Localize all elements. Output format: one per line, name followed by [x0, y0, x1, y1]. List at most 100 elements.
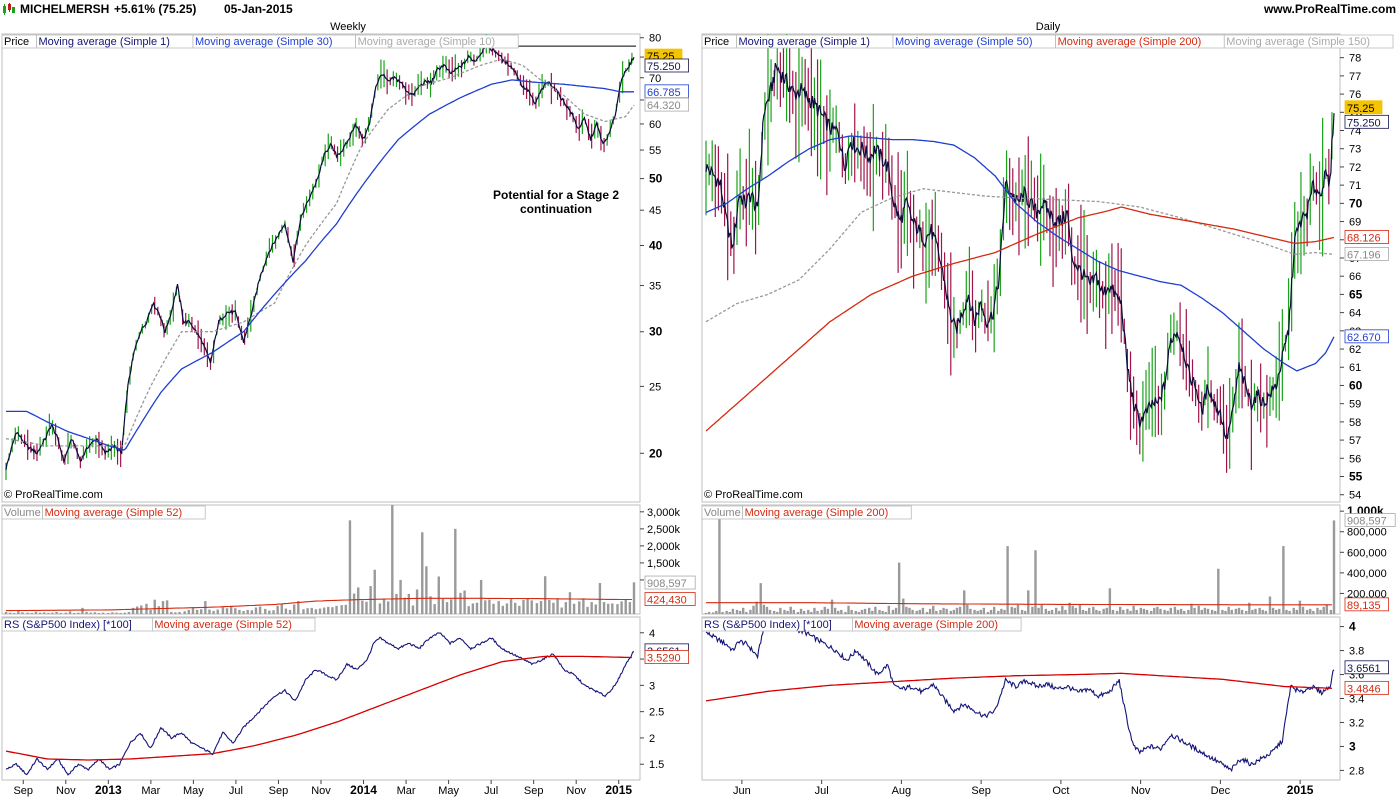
weekly-volume-bar: [212, 610, 215, 614]
weekly-title: Weekly: [330, 21, 366, 33]
weekly-volume-bar: [505, 603, 509, 614]
weekly-volume-bar: [161, 601, 165, 614]
weekly-price-tick-label: 25: [649, 381, 661, 393]
daily-volume-bar: [1000, 608, 1003, 614]
weekly-volume-bar: [200, 609, 203, 614]
weekly-volume-bar: [140, 605, 143, 614]
daily-volume-bar: [1132, 605, 1135, 614]
daily-volume-bar: [1214, 610, 1217, 614]
daily-volume-bar: [833, 607, 837, 614]
daily-volume-bar: [897, 562, 901, 614]
daily-volume-bar: [1088, 607, 1091, 614]
daily-volume-bar: [935, 610, 938, 614]
daily-price-tick-label: 73: [1349, 144, 1361, 156]
weekly-volume-bar: [30, 612, 34, 614]
daily-price-line: [705, 62, 1335, 440]
weekly-volume-bar: [437, 576, 440, 614]
weekly-volume-bar: [55, 611, 58, 614]
weekly-volume-bar: [153, 599, 156, 614]
daily-volume-bar: [1169, 607, 1173, 614]
weekly-rs-line: [5, 632, 635, 776]
daily-volume-bar: [1061, 605, 1064, 614]
daily-volume-bar: [1203, 607, 1207, 614]
daily-price-legend-item: Moving average (Simple 150): [1226, 36, 1370, 48]
weekly-volume-bar: [43, 612, 46, 614]
daily-volume-bar: [1071, 605, 1074, 614]
daily-volume-bar: [792, 609, 795, 614]
daily-volume-bar: [1234, 608, 1238, 614]
daily-volume-bar: [1190, 603, 1193, 614]
daily-rs-last-value: 3.4846: [1347, 683, 1381, 695]
weekly-volume-last-value-box: [644, 575, 696, 590]
weekly-x-tick-label: 2014: [350, 783, 377, 797]
weekly-rs-legend-box: [151, 617, 316, 632]
daily-volume-bar: [749, 609, 752, 614]
weekly-volume-bar: [357, 587, 360, 614]
daily-price-tick-label: 66: [1349, 271, 1361, 283]
daily-volume-bar: [707, 611, 711, 614]
weekly-volume-bar: [101, 612, 105, 614]
daily-volume-bar: [1050, 609, 1054, 614]
weekly-volume-bar: [467, 606, 470, 614]
daily-price-tick-label: 77: [1349, 71, 1361, 83]
daily-volume-bar: [752, 605, 755, 614]
daily-volume-bar: [1031, 606, 1034, 614]
weekly-volume-bar: [47, 612, 50, 614]
weekly-volume-bar: [4, 611, 8, 614]
weekly-x-tick-label: Sep: [269, 785, 289, 797]
weekly-volume-bar: [514, 602, 517, 614]
weekly-x-tick-label: Nov: [56, 785, 76, 797]
weekly-volume-bar: [361, 600, 364, 614]
weekly-volume-bar: [522, 600, 525, 614]
weekly-x-tick-label: Nov: [311, 785, 331, 797]
weekly-price-legend-item: Moving average (Simple 10): [358, 36, 496, 48]
daily-rs-ma-line: [705, 672, 1332, 702]
weekly-volume-bar: [13, 612, 16, 614]
weekly-chart: Weekly80757065605550454035302520Potentia…: [1, 21, 696, 797]
weekly-x-tick-label: Mar: [141, 785, 160, 797]
daily-volume-bar: [1095, 609, 1098, 614]
daily-volume-bar: [1305, 609, 1309, 614]
daily-volume-bar: [992, 606, 996, 614]
weekly-volume-panel: [1, 504, 641, 615]
daily-price-legend-item: Moving average (Simple 50): [895, 36, 1033, 48]
daily-price-tick-label: 78: [1349, 53, 1361, 65]
weekly-volume-bar: [250, 610, 254, 614]
daily-ma50-line: [705, 135, 1335, 372]
daily-volume-legend-box: [742, 505, 912, 520]
daily-volume-bar: [1200, 609, 1203, 614]
daily-volume-bar: [1098, 610, 1101, 614]
daily-volume-bar: [860, 609, 864, 614]
daily-volume-bar: [1013, 607, 1017, 614]
daily-volume-bar: [1193, 607, 1196, 614]
daily-volume-bar: [755, 601, 758, 614]
weekly-x-tick-label: Mar: [397, 785, 416, 797]
weekly-volume-bar: [535, 603, 539, 614]
daily-volume-bar: [1040, 604, 1043, 614]
daily-volume-bar: [857, 611, 861, 614]
weekly-rs-legend-item: RS (S&P500 Index) [*100]: [4, 619, 132, 631]
weekly-price-tick-label: 70: [649, 73, 661, 85]
daily-price-tick-label: 72: [1349, 162, 1361, 174]
daily-volume-bar: [1322, 606, 1325, 614]
daily-volume-bar: [1016, 604, 1020, 614]
weekly-price-tick-label: 35: [649, 281, 661, 293]
daily-rs-legend-box: [852, 617, 1022, 632]
daily-rs-tick-label: 4: [1349, 620, 1356, 634]
weekly-volume-bar: [415, 589, 419, 614]
daily-price-tick-label: 64: [1349, 308, 1361, 320]
daily-price-tick-label: 70: [1349, 196, 1363, 210]
daily-volume-bar: [826, 608, 830, 614]
weekly-annotation-line2: continuation: [520, 202, 592, 216]
daily-price-tick-label: 57: [1349, 435, 1361, 447]
daily-volume-bar: [759, 583, 762, 614]
weekly-rs-tick-label: 4: [649, 628, 655, 640]
weekly-x-tick-label: Sep: [524, 785, 544, 797]
daily-price-tick-label: 61: [1349, 362, 1361, 374]
daily-volume-bar: [1129, 610, 1132, 614]
site-link[interactable]: www.ProRealTime.com: [1263, 2, 1396, 16]
daily-volume-bar: [1329, 609, 1333, 614]
daily-volume-bar: [854, 610, 857, 614]
weekly-volume-bar: [59, 612, 62, 614]
weekly-price-last-value: 64.320: [647, 100, 681, 112]
